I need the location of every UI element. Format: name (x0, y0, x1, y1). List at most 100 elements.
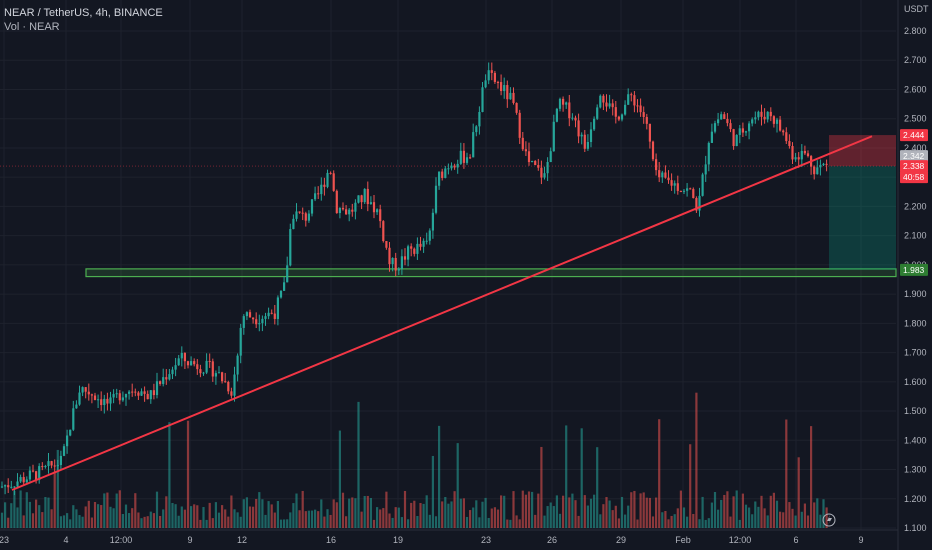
candle-up (75, 404, 78, 409)
volume-bar (81, 516, 84, 528)
candle-down (568, 102, 571, 119)
volume-bar (47, 497, 50, 528)
volume-bar (121, 513, 124, 528)
candle-down (118, 393, 121, 401)
volume-bar (109, 506, 112, 528)
volume-bar (22, 515, 25, 528)
candle-up (0, 486, 4, 488)
candle-down (785, 132, 788, 142)
x-tick-label: 16 (326, 535, 336, 545)
candle-up (608, 103, 611, 107)
volume-bar (645, 497, 648, 528)
volume-bar (180, 506, 183, 528)
volume-bar (496, 509, 500, 528)
candle-down (93, 395, 97, 401)
candle-up (800, 150, 803, 160)
candle-down (496, 81, 500, 83)
x-tick-label: 4 (63, 535, 68, 545)
x-tick-label: Feb (675, 535, 691, 545)
candle-down (642, 112, 645, 118)
candle-up (586, 141, 589, 149)
volume-bar (524, 494, 527, 528)
candle-up (481, 87, 484, 112)
volume-bar (599, 514, 602, 528)
candle-up (109, 397, 112, 404)
volume-bar (720, 499, 723, 528)
time-axis[interactable]: 23 4 12:00 9 12 16 19 23 26 29 Feb 12:00 6 9 (0, 529, 898, 545)
candle-down (729, 123, 732, 130)
candle-down (273, 313, 276, 319)
candle-up (531, 160, 534, 163)
candle-down (732, 129, 735, 147)
candle-down (527, 151, 531, 163)
candle-up (348, 209, 351, 215)
volume-bar (593, 494, 596, 528)
volume-bar (763, 508, 766, 528)
trendline-layer[interactable] (11, 135, 873, 491)
candle-up (283, 282, 286, 291)
candle-down (506, 85, 509, 100)
volume-bar (320, 499, 323, 528)
volume-bar (434, 516, 438, 528)
candle-up (397, 268, 400, 271)
volume-bar (617, 518, 620, 528)
candle-down (7, 485, 10, 488)
volume-bar (233, 509, 236, 528)
trendline[interactable] (11, 135, 873, 491)
candle-down (211, 361, 214, 377)
candle-down (813, 166, 816, 175)
candle-up (487, 70, 490, 81)
candle-down (441, 171, 444, 178)
candle-up (103, 398, 106, 406)
volume-bar (323, 516, 326, 528)
volume-bar (391, 517, 394, 528)
volume-bar (146, 516, 149, 528)
volume-bar (472, 507, 475, 528)
y-tick-label: 2.600 (904, 84, 927, 94)
volume-bar (462, 498, 465, 528)
support-zone[interactable] (85, 268, 897, 278)
candle-up (171, 369, 174, 375)
candle-up (267, 312, 270, 317)
candle-down (87, 391, 90, 395)
x-tick-label: 29 (616, 535, 626, 545)
volume-bar (534, 514, 537, 528)
candle-down (317, 193, 320, 195)
volume-bar (59, 516, 62, 528)
y-tick-label: 1.200 (904, 494, 927, 504)
volume-bar (527, 491, 531, 528)
volume-bar (410, 502, 413, 528)
candle-up (673, 183, 676, 186)
position-target-zone[interactable] (829, 166, 896, 270)
candle-down (630, 94, 633, 96)
candle-up (239, 327, 242, 356)
candle-up (376, 209, 379, 213)
candle-down (31, 470, 35, 472)
candle-up (624, 104, 627, 115)
volume-bar (143, 516, 146, 528)
candle-up (766, 111, 769, 120)
volume-bar (245, 497, 248, 528)
volume-bar (586, 505, 589, 528)
candle-down (193, 361, 196, 365)
candle-up (357, 195, 360, 203)
volume-bar (363, 496, 366, 528)
volume-bar (788, 502, 791, 528)
candle-up (775, 119, 779, 124)
candle-up (326, 172, 329, 187)
volume-bar (667, 519, 670, 528)
candle-down (769, 111, 772, 117)
volume-bar (93, 501, 97, 528)
volume-bar (10, 503, 13, 528)
volume-bar (478, 517, 481, 528)
volume-bar (800, 511, 803, 528)
volume-bar (506, 519, 509, 528)
candle-down (230, 391, 233, 396)
volume-bar (620, 496, 624, 528)
lightning-icon[interactable] (822, 513, 836, 527)
volume-bar (75, 509, 78, 528)
candle-down (382, 221, 385, 242)
candle-up (242, 316, 245, 328)
